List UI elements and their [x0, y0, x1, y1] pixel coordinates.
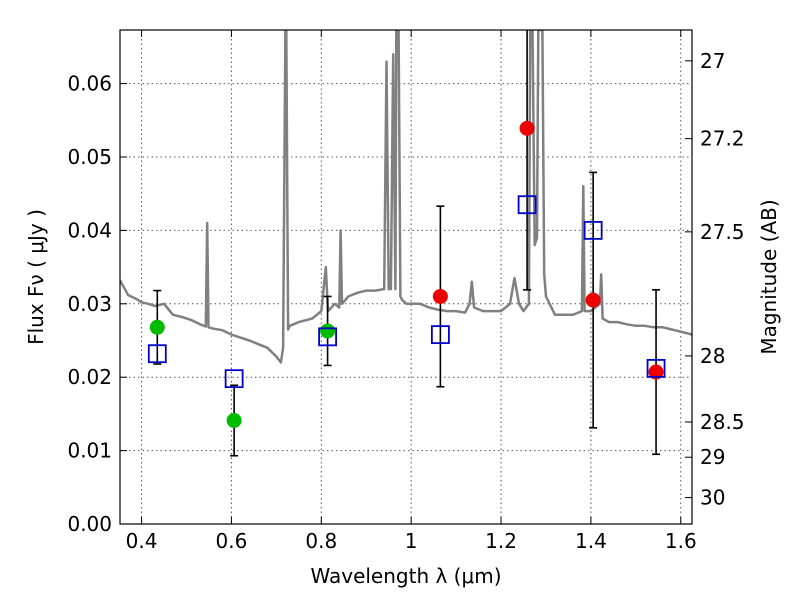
x-tick-label: 1.2: [485, 529, 517, 553]
y2-tick-label: 27.2: [700, 127, 745, 151]
plot-frame: [119, 29, 693, 525]
y-tick-label: 0.06: [67, 72, 112, 96]
axis-ticks: [120, 30, 692, 525]
model-flux-square: [430, 325, 450, 345]
model-points: [147, 195, 666, 389]
y2-tick-labels: 27 27.2 27.5 28 28.5 29 30: [700, 49, 745, 510]
spectrum-series: [120, 30, 692, 364]
nir-flux-point: [432, 288, 448, 304]
x-tick-label: 1.6: [665, 529, 697, 553]
y2-tick-label: 29: [700, 445, 725, 469]
grid-lines: [120, 30, 692, 524]
optical-flux-point: [149, 319, 165, 335]
y2-tick-label: 27: [700, 49, 725, 73]
y-axis-label: Flux Fν ( μJy ): [24, 209, 48, 345]
y-tick-label: 0.02: [67, 365, 112, 389]
y2-tick-label: 28.5: [700, 410, 745, 434]
y-tick-label: 0.01: [67, 439, 112, 463]
y-tick-label: 0.04: [67, 218, 112, 242]
spectrum-line: [120, 30, 692, 364]
y-tick-label: 0.05: [67, 145, 112, 169]
y2-tick-label: 30: [700, 486, 725, 510]
model-flux-square: [224, 369, 244, 389]
nir-flux-point: [648, 364, 664, 380]
optical-flux-point: [226, 413, 242, 429]
y2-axis-label: Magnitude (AB): [757, 199, 781, 354]
x-tick-labels: 0.4 0.6 0.8 1 1.2 1.4 1.6: [126, 529, 697, 553]
y2-tick-label: 28: [700, 344, 725, 368]
model-flux-square: [147, 344, 167, 364]
x-tick-label: 1.4: [575, 529, 607, 553]
x-tick-label: 1: [405, 529, 418, 553]
nir-flux-point: [585, 292, 601, 308]
model-flux-square: [318, 327, 337, 347]
photometry-points: [149, 120, 664, 429]
model-flux-square: [517, 195, 537, 215]
model-flux-square: [583, 220, 603, 240]
y-tick-label: 0.00: [67, 512, 112, 536]
x-axis-label: Wavelength λ (μm): [310, 564, 501, 588]
x-tick-label: 0.6: [216, 529, 248, 553]
optical-flux-point: [320, 323, 336, 339]
y-tick-labels: 0.00 0.01 0.02 0.03 0.04 0.05 0.06: [67, 72, 112, 536]
y-tick-label: 0.03: [67, 292, 112, 316]
nir-flux-point: [519, 120, 535, 136]
x-tick-label: 0.8: [305, 529, 337, 553]
model-flux-square: [646, 358, 666, 378]
y2-tick-label: 27.5: [700, 220, 745, 244]
x-tick-label: 0.4: [126, 529, 158, 553]
